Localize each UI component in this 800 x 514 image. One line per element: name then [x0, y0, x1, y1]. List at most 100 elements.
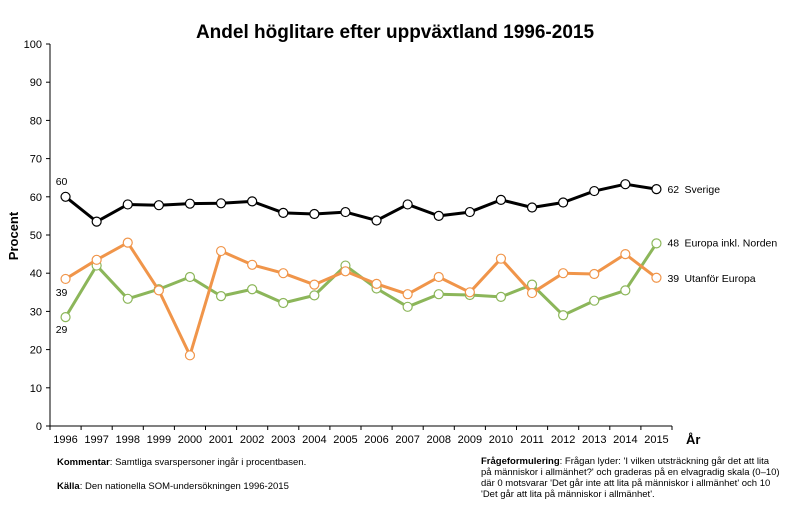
data-point: [60, 191, 71, 202]
data-point: [122, 293, 133, 304]
x-tick-label: 1998: [116, 434, 140, 446]
data-point: [278, 268, 289, 279]
x-tick-label: 1996: [53, 434, 77, 446]
source-text: : Den nationella SOM-undersökningen 1996…: [79, 481, 289, 492]
data-point: [91, 254, 102, 265]
end-value-label: 39: [667, 273, 679, 285]
data-point: [558, 268, 569, 279]
data-point: [589, 295, 600, 306]
data-point: [495, 253, 507, 264]
data-point: [433, 210, 444, 221]
series-name-label: Utanför Europa: [684, 273, 755, 285]
data-point: [122, 237, 133, 248]
x-tick-label: 2000: [178, 434, 202, 446]
data-point: [464, 206, 475, 218]
data-point: [651, 184, 662, 195]
data-point: [589, 268, 600, 280]
data-point: [558, 197, 569, 208]
data-point: [371, 215, 382, 226]
x-tick-label: 2002: [240, 434, 264, 446]
data-point: [247, 259, 258, 270]
end-value-label: 48: [667, 237, 679, 249]
x-tick-label: 2011: [520, 434, 544, 446]
data-point: [91, 216, 102, 227]
comment-text: : Samtliga svarspersoner ingår i procent…: [109, 457, 307, 468]
data-point: [278, 297, 289, 309]
data-point: [247, 196, 258, 207]
data-point: [184, 198, 196, 209]
data-point: [340, 206, 351, 218]
data-point: [433, 271, 444, 283]
data-point: [309, 208, 320, 220]
y-tick-label: 0: [36, 421, 42, 433]
question-text: : Frågan lyder: 'I vilken utsträckning g…: [481, 456, 780, 500]
data-point: [620, 249, 631, 260]
data-point: [184, 350, 196, 361]
data-point: [651, 238, 662, 249]
series-group: 60 62 Sverige: [56, 176, 720, 227]
series-line: [64, 242, 658, 318]
data-point: [60, 312, 71, 323]
data-point: [620, 285, 631, 296]
data-point: [278, 207, 289, 218]
data-point: [433, 289, 444, 300]
question-label: Frågeformulering: [481, 456, 560, 467]
data-point: [184, 271, 196, 283]
data-point: [589, 185, 600, 197]
x-tick-label: 2005: [333, 434, 357, 446]
source-label: Källa: [57, 481, 80, 492]
data-point: [122, 199, 133, 210]
y-tick-label: 50: [30, 230, 42, 242]
data-point: [495, 194, 507, 205]
y-tick-label: 60: [30, 192, 42, 204]
question-note: Frågeformulering: Frågan lyder: 'I vilke…: [481, 456, 781, 500]
x-tick-label: 2004: [302, 434, 326, 446]
series-layer: 60 62 Sverige 29 48 Europa inkl. Norden 39 39 Ut…: [56, 176, 778, 361]
axes: 0 10 20 30 40 50 60 70 80 90 100 1996 1997 1998 1999 20…: [24, 39, 673, 446]
x-tick-label: 2010: [489, 434, 513, 446]
data-point: [495, 291, 507, 302]
y-tick-label: 100: [24, 39, 42, 51]
data-point: [247, 284, 258, 295]
data-point: [402, 199, 413, 210]
data-point: [526, 287, 538, 299]
y-tick-label: 20: [30, 345, 42, 357]
y-tick-label: 40: [30, 268, 42, 280]
data-point: [60, 273, 71, 285]
data-point: [402, 289, 413, 300]
x-tick-label: 1999: [147, 434, 171, 446]
y-tick-label: 70: [30, 154, 42, 166]
series-line: [64, 182, 657, 224]
y-axis-title: Procent: [6, 211, 21, 260]
x-tick-label: 2013: [582, 434, 606, 446]
series-name-label: Europa inkl. Norden: [684, 237, 777, 249]
end-value-label: 62: [667, 184, 679, 196]
comment-note: Kommentar: Samtliga svarspersoner ingår …: [57, 457, 306, 468]
y-tick-label: 80: [30, 115, 42, 127]
series-group: 29 48 Europa inkl. Norden: [56, 237, 778, 336]
x-tick-label: 2012: [551, 434, 575, 446]
chart-title: Andel höglitare efter uppväxtland 1996-2…: [196, 22, 595, 43]
x-tick-label: 2014: [613, 434, 637, 446]
data-point: [651, 272, 662, 283]
data-point: [215, 198, 227, 209]
start-value-label: 60: [56, 176, 68, 188]
data-point: [620, 179, 631, 190]
data-point: [371, 278, 382, 289]
data-point: [309, 290, 320, 301]
data-point: [464, 287, 475, 298]
x-tick-label: 2015: [644, 434, 668, 446]
x-tick-label: 2001: [209, 434, 233, 446]
data-point: [402, 301, 413, 312]
series-name-label: Sverige: [684, 184, 720, 196]
start-value-label: 39: [56, 287, 68, 299]
x-axis-title: År: [686, 432, 700, 447]
source-note: Källa: Den nationella SOM-undersökningen…: [57, 481, 289, 492]
y-tick-label: 10: [30, 383, 42, 395]
comment-label: Kommentar: [57, 457, 110, 468]
data-point: [526, 202, 538, 213]
series-group: 39 39 Utanför Europa: [56, 237, 756, 361]
data-point: [153, 200, 164, 211]
x-tick-label: 2003: [271, 434, 295, 446]
